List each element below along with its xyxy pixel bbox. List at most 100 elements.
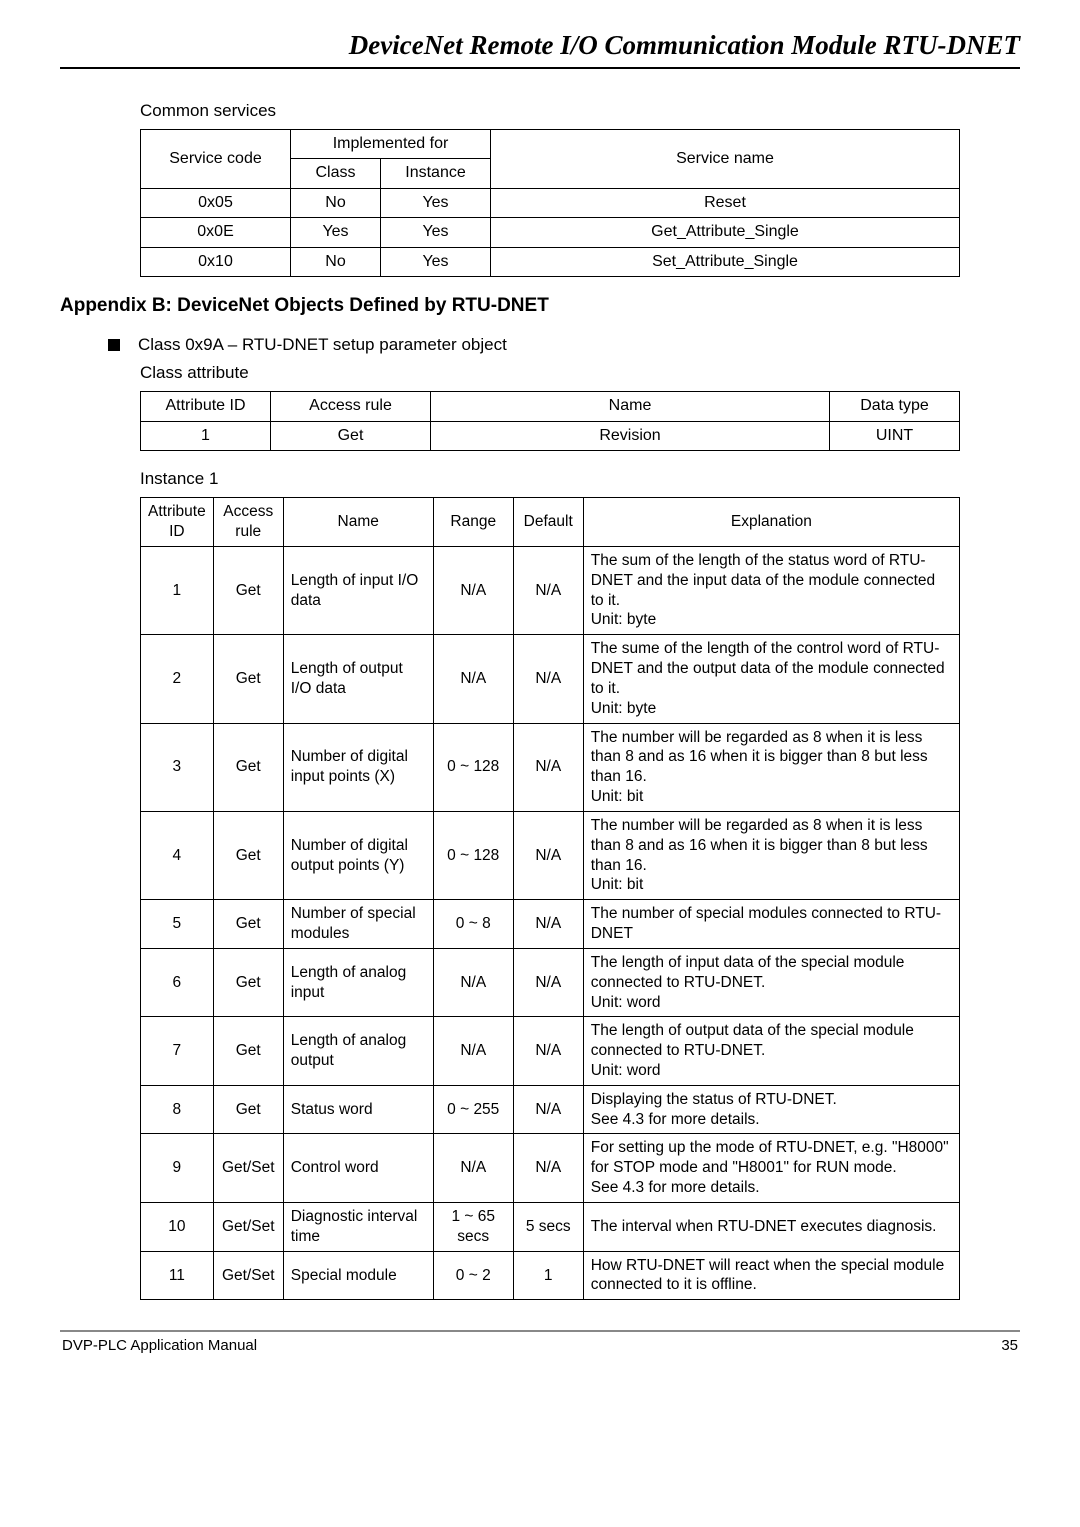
table-cell: Control word bbox=[283, 1134, 433, 1202]
table-cell: Yes bbox=[381, 247, 491, 276]
table-cell: N/A bbox=[513, 1134, 583, 1202]
table-row: 0x0EYesYesGet_Attribute_Single bbox=[141, 218, 960, 247]
table-cell: Displaying the status of RTU-DNET.See 4.… bbox=[583, 1085, 959, 1134]
table-cell: Number of digital output points (Y) bbox=[283, 811, 433, 899]
table-cell: 0x0E bbox=[141, 218, 291, 247]
table-cell: N/A bbox=[513, 723, 583, 811]
table-cell: Get bbox=[213, 635, 283, 723]
page-header-title: DeviceNet Remote I/O Communication Modul… bbox=[60, 30, 1020, 67]
table-row: 2GetLength of output I/O dataN/AN/AThe s… bbox=[141, 635, 960, 723]
table-cell: Length of input I/O data bbox=[283, 546, 433, 634]
table-cell: Get bbox=[213, 811, 283, 899]
col-service-code: Service code bbox=[141, 130, 291, 189]
bullet-class-text: Class 0x9A – RTU-DNET setup parameter ob… bbox=[138, 335, 507, 355]
table-row: 4GetNumber of digital output points (Y)0… bbox=[141, 811, 960, 899]
table-cell: 6 bbox=[141, 948, 214, 1016]
table-cell: 4 bbox=[141, 811, 214, 899]
table-cell: N/A bbox=[513, 900, 583, 949]
table-cell: The length of output data of the special… bbox=[583, 1017, 959, 1085]
instance-table: Attribute ID Access rule Name Range Defa… bbox=[140, 497, 960, 1300]
table-cell: 0 ~ 128 bbox=[433, 723, 513, 811]
table-cell: 0x10 bbox=[141, 247, 291, 276]
table-row: 1GetRevisionUINT bbox=[141, 421, 960, 450]
table-cell: 7 bbox=[141, 1017, 214, 1085]
table-cell: 1 bbox=[141, 546, 214, 634]
table-cell: How RTU-DNET will react when the special… bbox=[583, 1251, 959, 1300]
col-attr-id: Attribute ID bbox=[141, 498, 214, 547]
table-row: 7GetLength of analog outputN/AN/AThe len… bbox=[141, 1017, 960, 1085]
table-cell: Get/Set bbox=[213, 1134, 283, 1202]
col-default: Default bbox=[513, 498, 583, 547]
table-cell: N/A bbox=[433, 635, 513, 723]
table-row: 8GetStatus word0 ~ 255N/ADisplaying the … bbox=[141, 1085, 960, 1134]
table-cell: The length of input data of the special … bbox=[583, 948, 959, 1016]
table-cell: 10 bbox=[141, 1202, 214, 1251]
table-cell: Length of analog output bbox=[283, 1017, 433, 1085]
class-attribute-label: Class attribute bbox=[140, 363, 1020, 383]
table-cell: 5 secs bbox=[513, 1202, 583, 1251]
table-cell: Get_Attribute_Single bbox=[491, 218, 960, 247]
table-cell: N/A bbox=[513, 811, 583, 899]
common-services-table: Service code Implemented for Service nam… bbox=[140, 129, 960, 277]
table-cell: N/A bbox=[513, 1017, 583, 1085]
table-cell: 3 bbox=[141, 723, 214, 811]
table-cell: 0 ~ 8 bbox=[433, 900, 513, 949]
table-cell: Length of analog input bbox=[283, 948, 433, 1016]
table-cell: 1 ~ 65 secs bbox=[433, 1202, 513, 1251]
table-row: 11Get/SetSpecial module0 ~ 21How RTU-DNE… bbox=[141, 1251, 960, 1300]
table-cell: The sume of the length of the control wo… bbox=[583, 635, 959, 723]
table-row: 0x10NoYesSet_Attribute_Single bbox=[141, 247, 960, 276]
table-cell: Get bbox=[213, 948, 283, 1016]
table-cell: Set_Attribute_Single bbox=[491, 247, 960, 276]
instance-label: Instance 1 bbox=[140, 469, 1020, 489]
table-cell: The interval when RTU-DNET executes diag… bbox=[583, 1202, 959, 1251]
table-cell: Get bbox=[213, 1017, 283, 1085]
table-cell: 1 bbox=[513, 1251, 583, 1300]
table-header-row: Service code Implemented for Service nam… bbox=[141, 130, 960, 159]
col-service-name: Service name bbox=[491, 130, 960, 189]
table-cell: Revision bbox=[431, 421, 830, 450]
table-cell: Number of special modules bbox=[283, 900, 433, 949]
table-cell: Reset bbox=[491, 188, 960, 217]
table-cell: Get bbox=[213, 900, 283, 949]
table-cell: For setting up the mode of RTU-DNET, e.g… bbox=[583, 1134, 959, 1202]
table-cell: N/A bbox=[433, 1017, 513, 1085]
col-explanation: Explanation bbox=[583, 498, 959, 547]
common-services-heading: Common services bbox=[140, 101, 1020, 121]
table-cell: Number of digital input points (X) bbox=[283, 723, 433, 811]
table-cell: Yes bbox=[381, 218, 491, 247]
table-cell: N/A bbox=[433, 948, 513, 1016]
table-cell: 0 ~ 2 bbox=[433, 1251, 513, 1300]
table-cell: The number of special modules connected … bbox=[583, 900, 959, 949]
table-cell: N/A bbox=[513, 635, 583, 723]
table-row: 10Get/SetDiagnostic interval time1 ~ 65 … bbox=[141, 1202, 960, 1251]
footer-left: DVP-PLC Application Manual bbox=[62, 1337, 257, 1354]
table-header-row: Attribute ID Access rule Name Data type bbox=[141, 392, 960, 421]
col-dtype: Data type bbox=[830, 392, 960, 421]
table-row: 9Get/SetControl wordN/AN/AFor setting up… bbox=[141, 1134, 960, 1202]
table-cell: Get/Set bbox=[213, 1251, 283, 1300]
table-header-row: Attribute ID Access rule Name Range Defa… bbox=[141, 498, 960, 547]
table-row: 1GetLength of input I/O dataN/AN/AThe su… bbox=[141, 546, 960, 634]
table-row: 5GetNumber of special modules0 ~ 8N/AThe… bbox=[141, 900, 960, 949]
table-cell: Special module bbox=[283, 1251, 433, 1300]
table-cell: The number will be regarded as 8 when it… bbox=[583, 811, 959, 899]
col-name: Name bbox=[283, 498, 433, 547]
col-instance: Instance bbox=[381, 159, 491, 188]
table-cell: 2 bbox=[141, 635, 214, 723]
table-cell: 11 bbox=[141, 1251, 214, 1300]
footer-page-number: 35 bbox=[1001, 1337, 1018, 1354]
table-cell: Status word bbox=[283, 1085, 433, 1134]
col-attr-id: Attribute ID bbox=[141, 392, 271, 421]
table-cell: N/A bbox=[513, 948, 583, 1016]
table-cell: Diagnostic interval time bbox=[283, 1202, 433, 1251]
table-cell: N/A bbox=[433, 546, 513, 634]
table-cell: Get/Set bbox=[213, 1202, 283, 1251]
table-cell: 5 bbox=[141, 900, 214, 949]
table-cell: No bbox=[291, 188, 381, 217]
table-cell: Get bbox=[271, 421, 431, 450]
table-cell: Get bbox=[213, 1085, 283, 1134]
table-cell: N/A bbox=[513, 546, 583, 634]
col-name: Name bbox=[431, 392, 830, 421]
table-cell: No bbox=[291, 247, 381, 276]
